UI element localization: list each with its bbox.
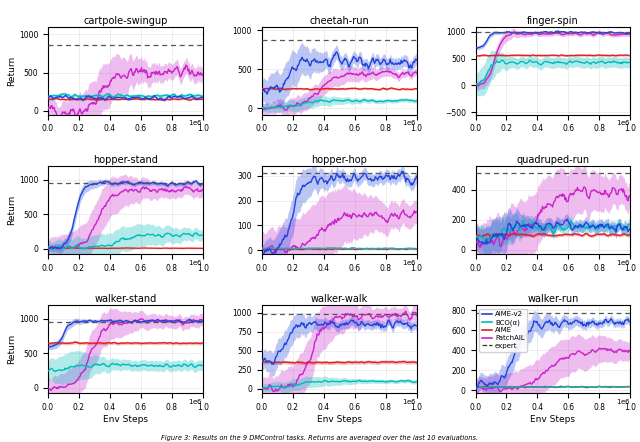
X-axis label: Env Steps: Env Steps — [317, 415, 362, 424]
Text: $\mathregular{1e6}$: $\mathregular{1e6}$ — [616, 118, 630, 127]
Title: cheetah-run: cheetah-run — [309, 16, 369, 26]
Title: quadruped-run: quadruped-run — [516, 155, 589, 165]
Text: $\mathregular{1e6}$: $\mathregular{1e6}$ — [402, 258, 417, 267]
Text: $\mathregular{1e6}$: $\mathregular{1e6}$ — [402, 118, 417, 127]
Text: Figure 3: Results on the 9 DMControl tasks. Returns are averaged over the last 1: Figure 3: Results on the 9 DMControl tas… — [161, 434, 479, 441]
Title: cartpole-swingup: cartpole-swingup — [83, 16, 168, 26]
Y-axis label: Return: Return — [7, 334, 16, 364]
Y-axis label: Return: Return — [7, 195, 16, 225]
Text: $\mathregular{1e6}$: $\mathregular{1e6}$ — [188, 258, 203, 267]
Title: hopper-hop: hopper-hop — [311, 155, 367, 165]
Text: $\mathregular{1e6}$: $\mathregular{1e6}$ — [616, 397, 630, 406]
X-axis label: Env Steps: Env Steps — [103, 415, 148, 424]
Legend: AIME-v2, BCO(α), AIME, PatchAIL, expert: AIME-v2, BCO(α), AIME, PatchAIL, expert — [479, 309, 527, 352]
Text: $\mathregular{1e6}$: $\mathregular{1e6}$ — [616, 258, 630, 267]
Text: $\mathregular{1e6}$: $\mathregular{1e6}$ — [402, 397, 417, 406]
Title: walker-walk: walker-walk — [310, 294, 368, 305]
Y-axis label: Return: Return — [7, 56, 16, 86]
Text: $\mathregular{1e6}$: $\mathregular{1e6}$ — [188, 118, 203, 127]
Title: finger-spin: finger-spin — [527, 16, 579, 26]
Title: walker-run: walker-run — [527, 294, 579, 305]
Title: walker-stand: walker-stand — [94, 294, 157, 305]
X-axis label: Env Steps: Env Steps — [531, 415, 575, 424]
Title: hopper-stand: hopper-stand — [93, 155, 158, 165]
Text: $\mathregular{1e6}$: $\mathregular{1e6}$ — [188, 397, 203, 406]
